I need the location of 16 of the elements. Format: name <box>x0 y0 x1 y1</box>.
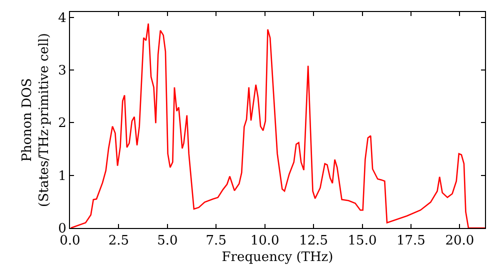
y-tick-label: 2 <box>58 116 66 132</box>
y-tick-label: 1 <box>58 168 66 184</box>
x-tick-label: 7.5 <box>206 234 226 249</box>
x-tick-label: 5.0 <box>157 234 178 249</box>
x-tick-label: 15.0 <box>348 234 377 249</box>
x-tick-label: 12.5 <box>299 234 328 249</box>
x-tick-label: 10.0 <box>250 234 280 249</box>
y-tick-label: 3 <box>58 64 66 78</box>
line-series <box>70 22 485 228</box>
x-tick-label: 17.5 <box>396 234 426 249</box>
x-axis-title: Frequency (THz) <box>222 250 334 266</box>
x-tick-label: 2.5 <box>108 234 130 249</box>
x-tick-label: 20.0 <box>445 234 474 249</box>
x-tick-label: 0.0 <box>60 234 80 249</box>
y-tick-label: 4 <box>58 10 66 26</box>
y-axis-title: Phonon DOS (States/THz·primitive cell) <box>20 32 52 208</box>
